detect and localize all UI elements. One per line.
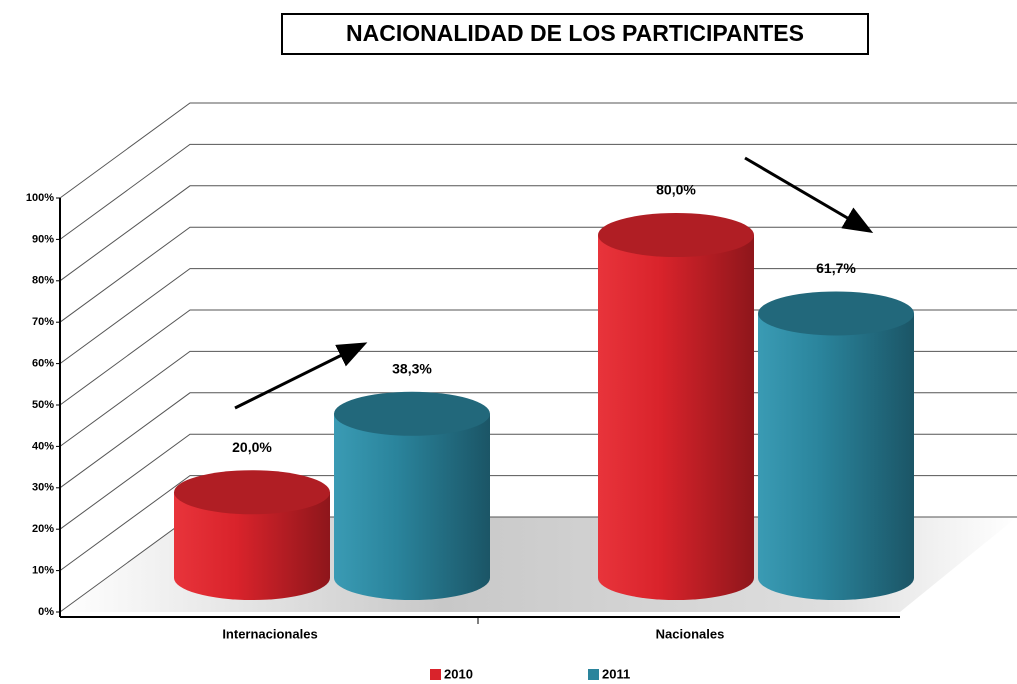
legend-swatch [588, 669, 599, 680]
legend-swatch [430, 669, 441, 680]
cylinder-top [758, 291, 914, 336]
x-tick-label: Nacionales [656, 626, 725, 641]
data-label: 61,7% [816, 260, 856, 276]
cylinder [758, 313, 914, 600]
data-label: 80,0% [656, 182, 696, 198]
y-tick-label: 100% [26, 192, 54, 204]
y-tick-label: 80% [32, 275, 54, 287]
y-tick-label: 70% [32, 316, 54, 328]
title-box [281, 13, 869, 55]
grid-line [59, 143, 1017, 240]
chart-title: NACIONALIDAD DE LOS PARTICIPANTES [346, 20, 804, 46]
y-tick-label: 90% [32, 233, 54, 245]
grid-line [59, 185, 1017, 282]
x-tick-label: Internacionales [222, 626, 317, 641]
cylinder [598, 235, 754, 600]
arrow [744, 156, 874, 234]
y-tick-label: 10% [32, 565, 54, 577]
y-tick-label: 20% [32, 523, 54, 535]
y-tick-label: 40% [32, 440, 54, 452]
y-tick-label: 60% [32, 358, 54, 370]
data-label: 20,0% [232, 439, 272, 455]
legend-label: 2010 [444, 666, 473, 681]
y-tick-label: 50% [32, 399, 54, 411]
y-tick-label: 0% [38, 606, 54, 618]
cylinder-top [174, 470, 330, 515]
y-tick-label: 30% [32, 482, 54, 494]
cylinder [334, 413, 490, 600]
grid-line [59, 102, 1017, 199]
arrow [234, 342, 368, 410]
cylinder [174, 492, 330, 600]
data-label: 38,3% [392, 360, 432, 376]
legend-label: 2011 [602, 666, 630, 681]
cylinder-top [334, 391, 490, 436]
cylinder-top [598, 213, 754, 257]
